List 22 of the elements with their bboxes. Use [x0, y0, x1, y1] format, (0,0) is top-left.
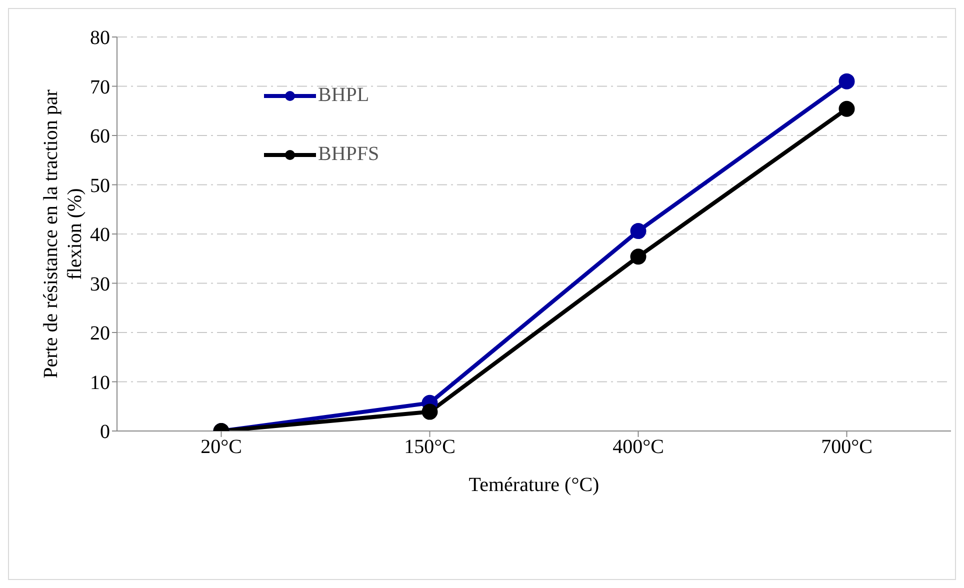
x-tick-label: 20°C [200, 436, 242, 458]
y-tick-label: 50 [90, 174, 110, 197]
x-tick-label: 400°C [612, 436, 664, 458]
x-tick-label: 150°C [404, 436, 456, 458]
y-tick-label: 0 [100, 421, 110, 444]
point [422, 404, 438, 420]
y-tick-label: 20 [90, 322, 110, 345]
y-tick-label: 80 [90, 27, 110, 50]
point [630, 248, 646, 265]
y-tick-label: 10 [90, 372, 110, 394]
y-tick-label: 30 [90, 273, 110, 296]
point [838, 100, 855, 117]
x-axis-title: Temérature (°C) [468, 474, 600, 496]
x-tick-label: 700°C [821, 436, 872, 458]
y-tick-label: 70 [90, 76, 110, 98]
point [630, 223, 646, 240]
y-tick-label: 60 [90, 126, 110, 148]
y-axis-title: Perte de résistance en la traction par flexion (%) [40, 89, 86, 378]
point [838, 73, 855, 90]
legend-label: BHPL [318, 84, 370, 107]
legend-label: BHPFS [318, 143, 380, 166]
y-tick-label: 40 [90, 224, 110, 246]
